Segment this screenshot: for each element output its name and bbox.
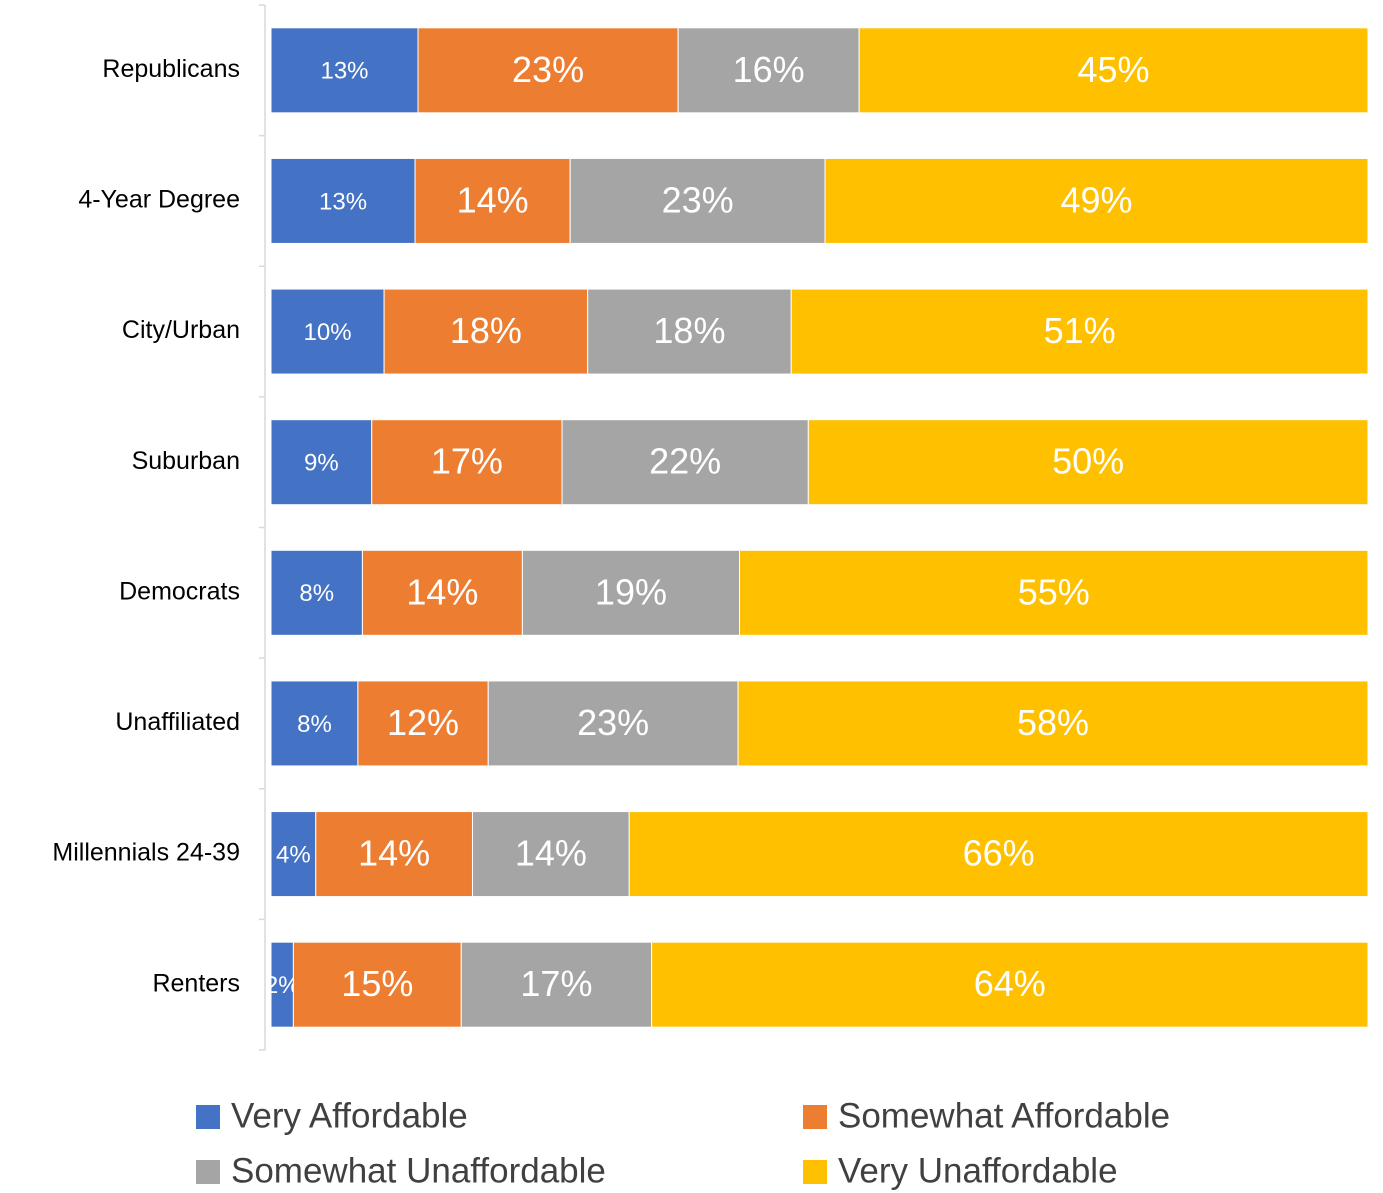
data-label: 15%: [341, 963, 413, 1004]
legend-label: Very Unaffordable: [838, 1151, 1118, 1190]
data-label: 13%: [320, 58, 368, 85]
bar-segment: [807, 419, 1369, 506]
data-label: 13%: [319, 188, 367, 215]
legend-swatch: [196, 1105, 220, 1129]
data-label: 9%: [304, 450, 339, 477]
legend-label: Somewhat Unaffordable: [231, 1151, 606, 1190]
category-label: Suburban: [132, 447, 240, 475]
data-label: 66%: [963, 833, 1035, 874]
bar-segment: [824, 157, 1369, 244]
data-label: 58%: [1017, 702, 1089, 743]
legend-swatch: [196, 1160, 220, 1184]
data-label: 64%: [974, 963, 1046, 1004]
data-label: 18%: [450, 310, 522, 351]
category-label: 4-Year Degree: [78, 186, 240, 214]
legend-label: Somewhat Affordable: [838, 1096, 1170, 1135]
bar-segment: [270, 288, 385, 375]
bar-segment: [414, 157, 571, 244]
bar-segment: [270, 549, 363, 636]
data-label: 14%: [358, 833, 430, 874]
bar-segment: [315, 811, 473, 898]
bar-segment: [737, 680, 1369, 767]
data-label: 14%: [515, 833, 587, 874]
data-label: 23%: [512, 49, 584, 90]
bar-segment: [521, 549, 741, 636]
data-label: 8%: [297, 711, 332, 738]
data-label: 4%: [276, 841, 311, 868]
legend-label: Very Affordable: [231, 1096, 468, 1135]
bar-segment: [587, 288, 792, 375]
bar-segment: [561, 419, 809, 506]
bar-segment: [569, 157, 826, 244]
data-label: 18%: [653, 310, 725, 351]
bar-segment: [739, 549, 1369, 636]
data-label: 19%: [595, 571, 667, 612]
data-label: 51%: [1044, 310, 1116, 351]
data-label: 16%: [733, 49, 805, 90]
bar-segment: [270, 419, 373, 506]
bar-segment: [790, 288, 1369, 375]
data-label: 12%: [387, 702, 459, 743]
bar-segment: [471, 811, 630, 898]
data-label: 14%: [457, 179, 529, 220]
data-label: 23%: [662, 179, 734, 220]
data-label: 8%: [299, 580, 334, 607]
bar-segment: [361, 549, 523, 636]
data-label: 55%: [1018, 571, 1090, 612]
category-label: City/Urban: [122, 316, 240, 344]
data-label: 45%: [1078, 49, 1150, 90]
bar-segment: [383, 288, 589, 375]
bar-segment: [487, 680, 739, 767]
data-label: 23%: [577, 702, 649, 743]
data-label: 49%: [1060, 179, 1132, 220]
bar-segment: [628, 811, 1369, 898]
bar-segment: [270, 680, 359, 767]
data-label: 17%: [431, 441, 503, 482]
category-label: Unaffiliated: [115, 708, 240, 736]
data-label: 50%: [1052, 441, 1124, 482]
bar-segment: [357, 680, 489, 767]
bar-segment: [417, 27, 679, 114]
data-label: 17%: [520, 963, 592, 1004]
bar-segment: [371, 419, 563, 506]
data-label: 14%: [406, 571, 478, 612]
category-label: Democrats: [119, 577, 240, 605]
bar-segment: [270, 811, 317, 898]
data-label: 10%: [304, 319, 352, 346]
bar-segment: [651, 941, 1369, 1028]
category-label: Republicans: [102, 55, 240, 83]
bar-segment: [460, 941, 653, 1028]
category-label: Renters: [152, 969, 240, 997]
bar-segment: [677, 27, 860, 114]
category-label: Millennials 24-39: [52, 839, 240, 867]
bar-segment: [270, 157, 416, 244]
legend-swatch: [803, 1160, 827, 1184]
legend-swatch: [803, 1105, 827, 1129]
data-label: 22%: [649, 441, 721, 482]
bar-segment: [858, 27, 1369, 114]
